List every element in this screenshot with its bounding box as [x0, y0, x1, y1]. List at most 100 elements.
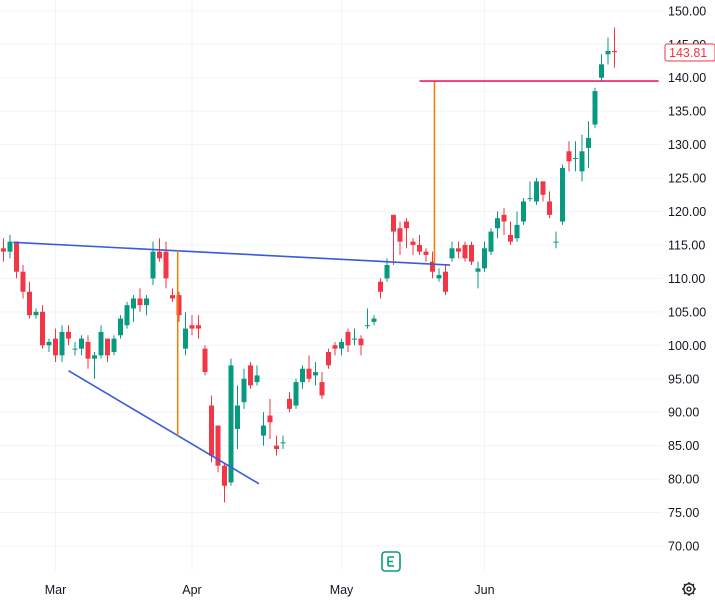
candle [410, 238, 416, 255]
candle-body [202, 348, 208, 373]
candle-body [384, 265, 390, 279]
candle-body [579, 151, 585, 172]
y-tick-label: 120.00 [668, 205, 706, 219]
candle [566, 141, 572, 172]
candle [371, 315, 377, 326]
candle [482, 241, 487, 272]
candle [423, 248, 429, 262]
candle-body [462, 244, 468, 259]
candle [534, 178, 539, 205]
candle-body [332, 345, 338, 349]
candle [98, 325, 104, 359]
candle-body [137, 298, 143, 306]
candle [170, 288, 175, 302]
candle [508, 221, 513, 245]
lower-trendline [68, 370, 260, 485]
candle-body [553, 241, 559, 243]
candle-body [404, 221, 409, 229]
candle-body [599, 64, 604, 78]
candle [417, 234, 422, 255]
candle-body [248, 365, 253, 386]
candle [365, 308, 370, 329]
candle [430, 251, 435, 279]
candle-body [144, 298, 149, 306]
candle-body [228, 365, 234, 483]
price-axis[interactable]: 70.00 75.00 80.00 85.00 90.00 95.00 100.00 105.… [668, 4, 706, 553]
candle [72, 341, 78, 356]
candle-body [53, 338, 58, 356]
candle [352, 328, 357, 346]
candle-body [300, 368, 305, 383]
candle [79, 335, 84, 356]
candle [501, 208, 507, 235]
candle-body [527, 198, 533, 200]
candle [131, 295, 136, 322]
last-price-label: 143.81 [669, 46, 707, 60]
candle [449, 241, 455, 262]
candle [176, 291, 182, 322]
candle-body [391, 214, 396, 232]
candle-body [469, 244, 474, 262]
candle-body [293, 382, 299, 406]
candle-body [66, 331, 71, 339]
candle-body [79, 338, 84, 349]
candle-body [46, 341, 52, 346]
candle [573, 141, 578, 172]
candle-body [254, 375, 260, 383]
candle-body [215, 425, 221, 466]
y-tick-label: 105.00 [668, 305, 706, 319]
y-tick-label: 125.00 [668, 172, 706, 186]
y-tick-label: 95.00 [668, 372, 699, 386]
candle-body [521, 201, 526, 222]
candle-body [345, 331, 351, 346]
candle-body [456, 248, 461, 252]
candle-body [508, 234, 513, 242]
candle [85, 335, 91, 369]
time-axis[interactable]: Mar Apr May Jun [45, 583, 495, 597]
candle-body [222, 465, 227, 486]
candle [222, 462, 227, 503]
candle-body [241, 378, 247, 403]
candle [105, 338, 110, 363]
candle-body [20, 271, 26, 292]
candle-body [98, 331, 104, 356]
candle [235, 385, 240, 449]
settings-gear-icon[interactable] [682, 582, 696, 596]
candle-body [423, 251, 429, 255]
candle-body [118, 318, 123, 336]
candle-body [339, 341, 344, 349]
candle [527, 181, 533, 202]
candle-body [261, 425, 266, 436]
y-tick-label: 135.00 [668, 105, 706, 119]
candle [404, 218, 409, 249]
candle [599, 54, 604, 82]
candle [66, 325, 71, 346]
y-tick-label: 85.00 [668, 439, 699, 453]
y-tick-label: 130.00 [668, 138, 706, 152]
candle [14, 241, 19, 279]
candle [586, 121, 591, 169]
candle-body [313, 372, 318, 376]
candle-body [280, 442, 286, 444]
candle [540, 181, 546, 202]
candle [358, 335, 364, 356]
candle-body [72, 348, 78, 350]
x-tick-label: Jun [474, 583, 494, 597]
y-tick-label: 100.00 [668, 339, 706, 353]
candle [326, 348, 331, 369]
candle-body [365, 325, 370, 327]
candle-body [430, 261, 435, 272]
candle [521, 198, 526, 225]
candle-body [482, 248, 487, 269]
candle [319, 372, 325, 399]
candle-body [27, 291, 32, 316]
candle [92, 351, 97, 379]
candle [40, 305, 45, 349]
candle [248, 362, 253, 389]
candle [605, 37, 611, 65]
earnings-event-icon[interactable] [381, 551, 401, 572]
candle [612, 27, 617, 68]
candle-body [560, 168, 565, 222]
candle [228, 358, 234, 486]
